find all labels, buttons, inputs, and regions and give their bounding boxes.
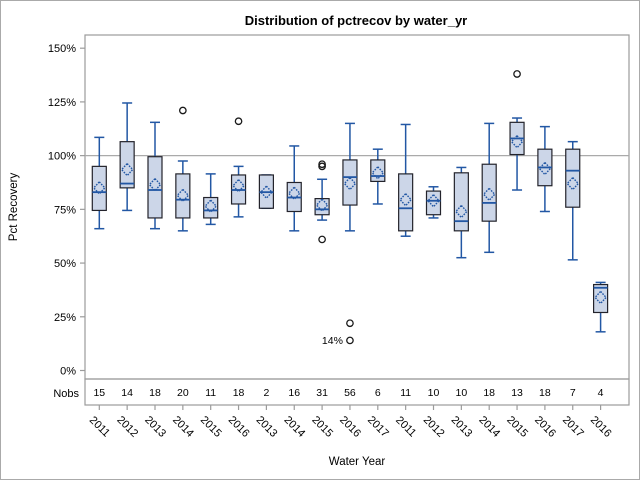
outlier-point xyxy=(513,70,521,78)
x-tick-label: 2015 xyxy=(309,414,335,440)
outlier-annotation: 14% xyxy=(322,335,343,347)
outlier-point xyxy=(346,336,354,345)
x-tick-label: 2014 xyxy=(476,414,502,440)
x-tick-label: 2011 xyxy=(87,414,112,439)
y-tick-label: 50% xyxy=(54,258,76,270)
nobs-value: 10 xyxy=(456,387,468,399)
nobs-value: 15 xyxy=(93,387,105,399)
chart-title: Distribution of pctrecov by water_yr xyxy=(245,13,468,28)
y-tick-label: 150% xyxy=(48,43,76,55)
box-rect xyxy=(203,196,219,219)
x-tick-label: 2014 xyxy=(170,414,196,440)
nobs-value: 18 xyxy=(233,387,245,399)
outlier-point xyxy=(318,160,326,169)
x-tick-label: 2014 xyxy=(281,414,307,440)
nobs-value: 11 xyxy=(205,387,216,399)
nobs-value: 7 xyxy=(570,387,576,399)
nobs-value: 13 xyxy=(511,387,523,399)
nobs-value: 2 xyxy=(263,387,269,399)
nobs-value: 11 xyxy=(400,387,411,399)
outlier-point xyxy=(179,106,187,115)
x-axis-title: Water Year xyxy=(329,456,386,468)
x-tick-label: 2017 xyxy=(365,414,391,440)
box-rect xyxy=(119,141,135,189)
nobs-band xyxy=(84,378,630,406)
box-rect xyxy=(91,165,107,212)
nobs-value: 18 xyxy=(483,387,495,399)
nobs-row-label: Nobs xyxy=(53,388,79,400)
x-tick-label: 2012 xyxy=(114,414,140,440)
x-tick-label: 2015 xyxy=(504,414,530,440)
nobs-value: 16 xyxy=(288,387,300,399)
outlier-point xyxy=(318,162,326,171)
y-tick-label: 0% xyxy=(60,366,76,378)
y-tick-label: 75% xyxy=(54,204,76,216)
box-rect xyxy=(481,163,497,222)
x-tick-label: 2016 xyxy=(532,414,558,440)
x-tick-label: 2013 xyxy=(254,414,280,440)
nobs-value: 31 xyxy=(316,387,328,399)
nobs-value: 10 xyxy=(428,387,440,399)
nobs-value: 14 xyxy=(121,387,133,399)
box-rect xyxy=(592,283,609,314)
box-rect xyxy=(175,173,191,219)
y-tick-label: 25% xyxy=(54,312,76,324)
nobs-value: 18 xyxy=(539,387,551,399)
box-rect xyxy=(425,190,442,216)
x-tick-label: 2012 xyxy=(421,414,447,440)
x-tick-label: 2013 xyxy=(449,414,475,440)
nobs-value: 18 xyxy=(149,387,161,399)
outlier-point xyxy=(234,117,243,126)
nobs-value: 20 xyxy=(177,387,189,399)
x-tick-label: 2017 xyxy=(560,414,586,440)
box-rect xyxy=(342,159,358,206)
box-rect xyxy=(314,198,330,216)
outlier-point xyxy=(346,319,354,328)
x-tick-label: 2016 xyxy=(588,414,614,440)
box-rect xyxy=(453,172,469,232)
x-tick-label: 2016 xyxy=(226,414,252,440)
x-tick-label: 2013 xyxy=(142,414,168,440)
plot-area: 0%25%50%75%100%125%150%20111520121420131… xyxy=(48,34,630,440)
y-tick-label: 125% xyxy=(48,97,76,109)
box-rect xyxy=(398,173,414,232)
plot-frame xyxy=(84,34,630,380)
x-tick-label: 2011 xyxy=(393,414,418,439)
box-rect xyxy=(370,159,386,183)
x-tick-label: 2016 xyxy=(337,414,363,440)
y-tick-label: 100% xyxy=(48,151,76,163)
outlier-point xyxy=(318,235,326,244)
box-rect xyxy=(147,156,163,219)
nobs-value: 56 xyxy=(344,387,356,399)
nobs-value: 6 xyxy=(375,387,381,399)
y-axis-title: Pct Recovery xyxy=(8,173,20,242)
x-tick-label: 2015 xyxy=(198,414,224,440)
nobs-value: 4 xyxy=(598,387,604,399)
